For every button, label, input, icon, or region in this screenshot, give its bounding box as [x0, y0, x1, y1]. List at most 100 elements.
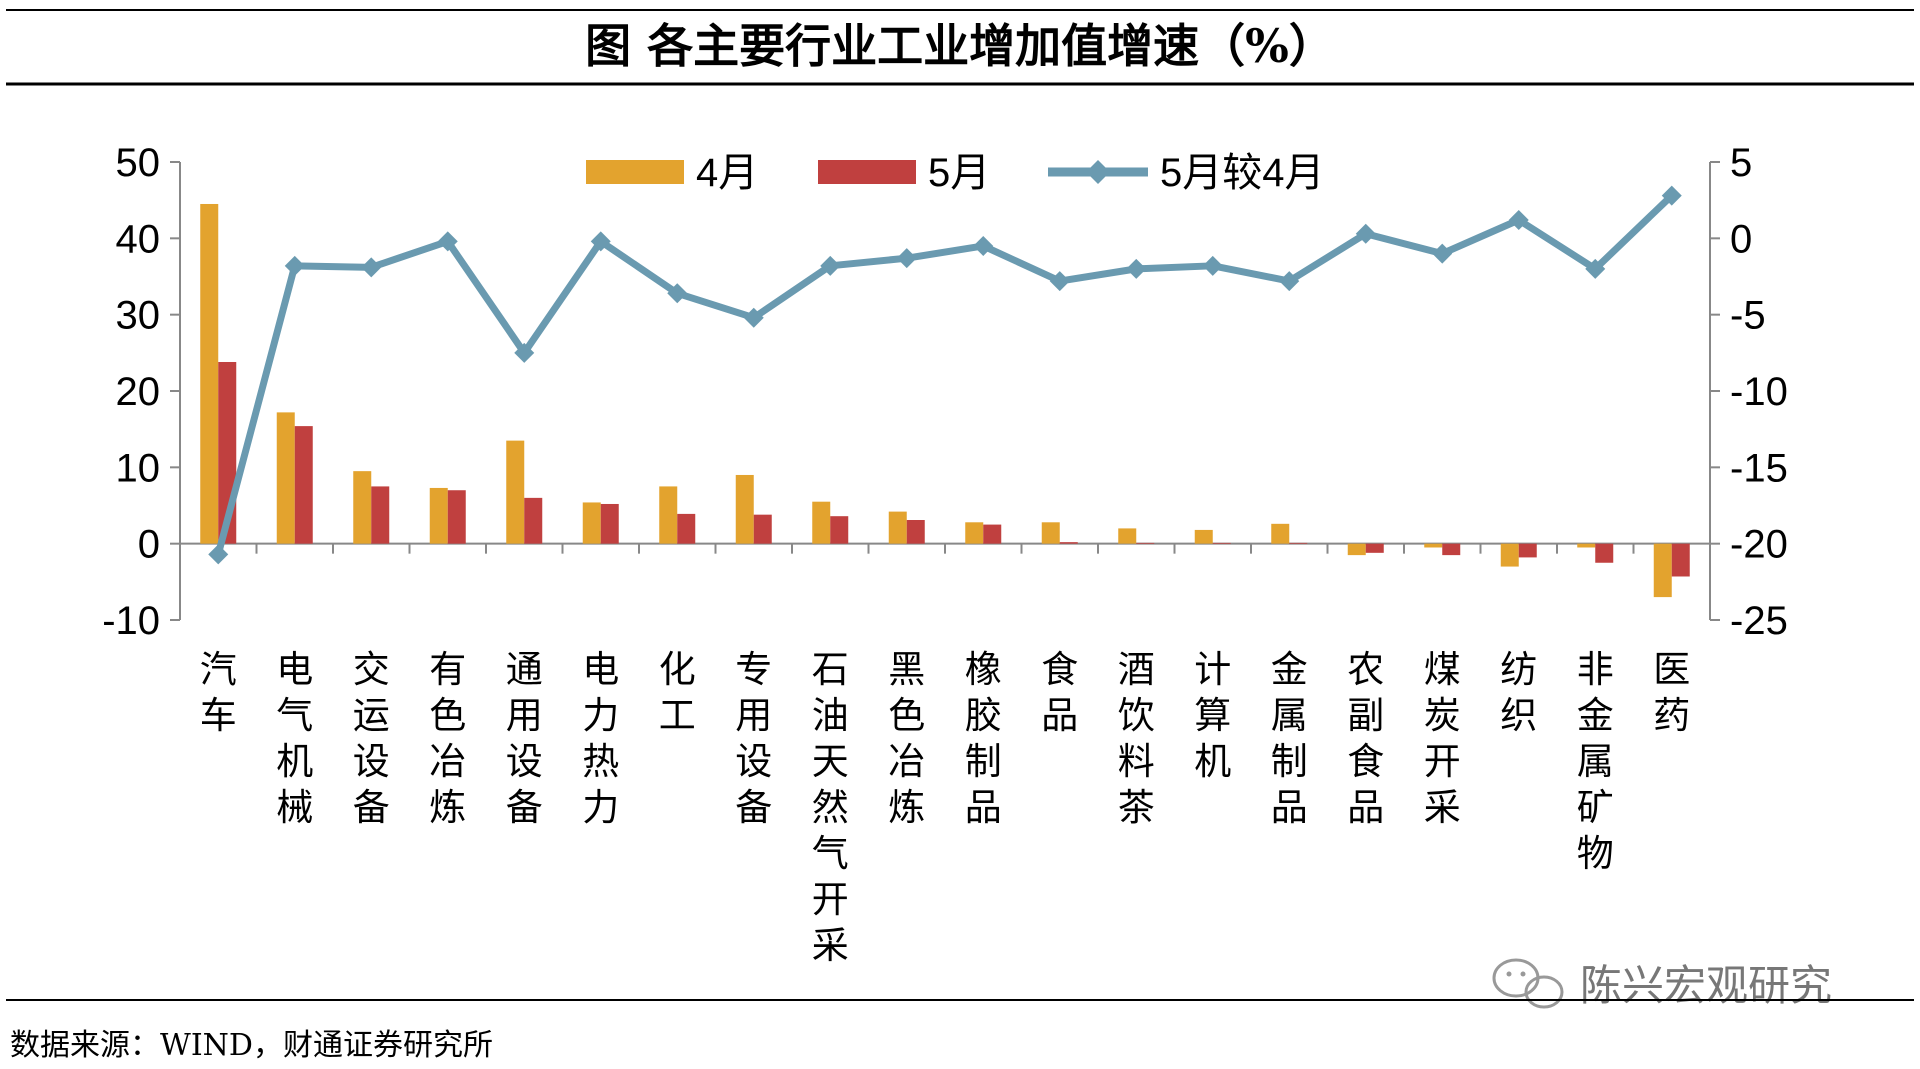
category-label: 汽车 — [200, 648, 237, 737]
bar-may — [1595, 543, 1614, 563]
bar-apr — [1194, 529, 1213, 544]
diff-point — [1202, 255, 1223, 276]
left-tick-label: 40 — [116, 217, 161, 261]
left-tick-label: 50 — [116, 141, 161, 185]
bar-may — [447, 490, 466, 544]
legend-label-diff: 5月较4月 — [1160, 151, 1325, 195]
left-tick-label: -10 — [102, 599, 160, 643]
bar-may — [983, 524, 1002, 544]
diff-point — [896, 248, 917, 269]
right-tick-label: -25 — [1730, 599, 1788, 643]
diff-point — [973, 235, 994, 256]
category-label: 计算机 — [1194, 648, 1231, 783]
bar-apr — [812, 501, 831, 544]
bar-apr — [965, 522, 984, 544]
category-label: 有色冶炼 — [429, 648, 466, 829]
bar-apr — [200, 203, 219, 544]
bar-apr — [1347, 543, 1366, 556]
chart-line-series — [208, 185, 1682, 565]
bar-may — [906, 520, 925, 544]
bar-may — [371, 486, 390, 544]
wechat-icon — [1492, 958, 1564, 1009]
diff-point — [1049, 271, 1070, 292]
bar-apr — [1653, 543, 1672, 598]
category-label: 酒饮料茶 — [1118, 648, 1155, 829]
left-tick-label: 0 — [138, 523, 160, 567]
diff-point — [1279, 271, 1300, 292]
bar-apr — [353, 471, 372, 544]
category-label: 橡胶制品 — [965, 648, 1002, 829]
legend-swatch-apr — [586, 160, 684, 184]
category-labels: 汽车 电气机械 交运设备 有色冶炼 通用设备 电力热力 化工 专用设备 石油天然气开采 黑色冶炼 橡… — [200, 648, 1691, 967]
source-note: 数据来源：WIND，财通证券研究所 — [10, 1028, 493, 1063]
diff-point — [1585, 258, 1606, 279]
bar-apr — [735, 474, 754, 544]
chart-title: 图 各主要行业工业增加值增速（%） — [585, 19, 1335, 73]
diff-point — [1508, 210, 1529, 231]
legend-swatch-may — [818, 160, 916, 184]
bar-apr — [429, 487, 448, 544]
diff-point — [437, 231, 458, 252]
left-tick-label: 20 — [116, 370, 161, 414]
diff-series-line — [214, 193, 1675, 556]
category-label: 电力热力 — [582, 648, 619, 829]
category-label: 食品 — [1041, 648, 1078, 737]
category-label: 化工 — [659, 648, 696, 737]
bar-may — [1289, 542, 1308, 544]
category-label: 交运设备 — [353, 648, 390, 829]
bar-may — [1442, 543, 1461, 556]
bar-apr — [888, 511, 907, 544]
bar-may — [1136, 542, 1155, 544]
category-label: 专用设备 — [735, 648, 772, 829]
bar-may — [1365, 543, 1384, 553]
diff-point — [514, 342, 535, 363]
bar-apr — [1271, 523, 1290, 544]
right-tick-label: -15 — [1730, 446, 1788, 490]
diff-point — [820, 255, 841, 276]
bar-apr — [659, 486, 678, 544]
bar-may — [753, 514, 772, 544]
diff-point — [284, 255, 305, 276]
bar-apr — [506, 440, 525, 544]
legend-label-may: 5月 — [928, 151, 990, 195]
diff-point — [1661, 185, 1682, 206]
diff-point — [667, 283, 688, 304]
watermark: 陈兴宏观研究 — [1492, 958, 1832, 1010]
diff-point — [743, 307, 764, 328]
category-label: 煤炭开采 — [1424, 648, 1461, 829]
chart-bars — [200, 203, 1690, 598]
right-tick-label: -10 — [1730, 370, 1788, 414]
bar-may — [600, 503, 619, 544]
bar-may — [524, 497, 543, 544]
right-tick-label: 5 — [1730, 141, 1752, 185]
diff-point — [1432, 243, 1453, 264]
category-label: 农副食品 — [1347, 648, 1384, 829]
category-label: 纺织 — [1500, 648, 1537, 737]
diff-point — [208, 544, 229, 565]
watermark-text: 陈兴宏观研究 — [1580, 961, 1832, 1010]
bar-may — [1518, 543, 1537, 558]
legend-swatch-diff-marker — [1086, 160, 1110, 184]
right-tick-label: 0 — [1730, 217, 1752, 261]
bar-may — [1212, 542, 1231, 544]
diff-point — [361, 257, 382, 278]
bar-apr — [276, 412, 295, 544]
category-label: 医药 — [1653, 648, 1690, 737]
bar-may — [1671, 543, 1690, 577]
category-label: 非金属矿物 — [1577, 648, 1614, 875]
bar-apr — [1500, 543, 1519, 567]
category-label: 金属制品 — [1271, 648, 1308, 829]
category-label: 通用设备 — [506, 648, 543, 829]
category-label: 石油天然气开采 — [812, 648, 849, 967]
diff-point — [590, 231, 611, 252]
category-label: 黑色冶炼 — [888, 648, 925, 829]
bar-may — [294, 426, 313, 544]
bar-apr — [1424, 543, 1443, 548]
bar-apr — [1577, 543, 1596, 548]
bar-may — [677, 513, 696, 544]
left-tick-label: 30 — [116, 294, 161, 338]
bar-may — [830, 516, 849, 544]
category-label: 电气机械 — [276, 648, 313, 829]
